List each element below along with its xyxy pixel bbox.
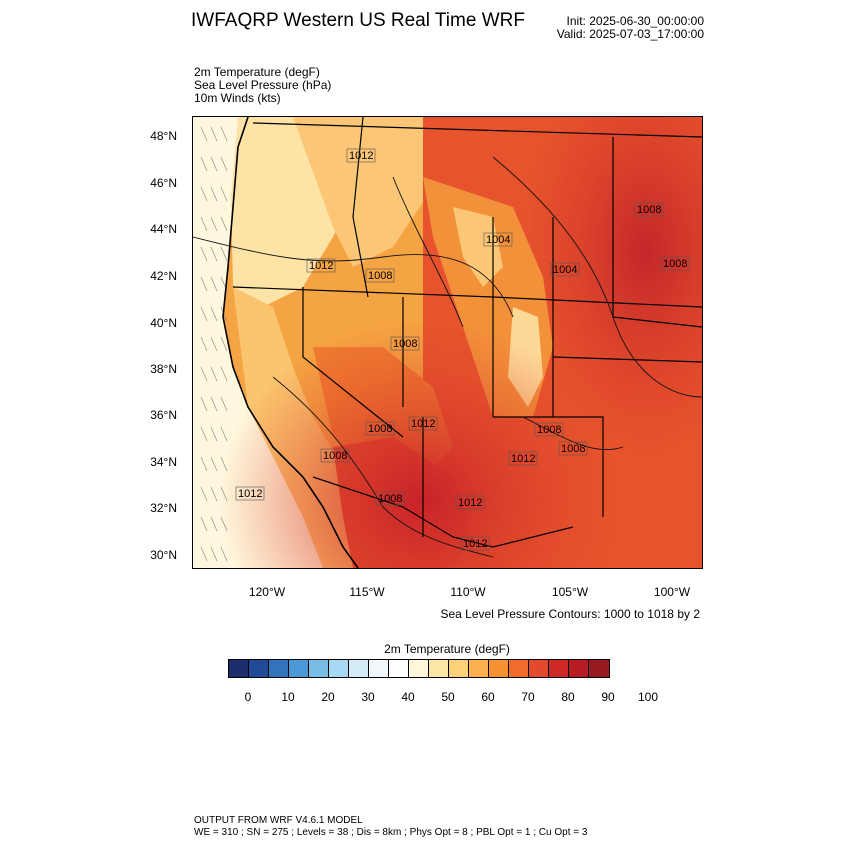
colorbar-box — [289, 660, 309, 677]
pressure-label-box — [390, 336, 420, 351]
pressure-label: 1008 — [537, 424, 561, 436]
colorbar-box — [489, 660, 509, 677]
colorbar-box — [429, 660, 449, 677]
pressure-label: 1008 — [637, 204, 661, 216]
colorbar-tick-label: 80 — [561, 690, 575, 704]
pressure-label-box — [320, 448, 350, 463]
colorbar-box — [369, 660, 389, 677]
field-label-temperature: 2m Temperature (degF) — [194, 65, 320, 79]
pressure-label: 1008 — [561, 443, 585, 455]
contour-note: Sea Level Pressure Contours: 1000 to 101… — [440, 607, 701, 621]
colorbar-tick-label: 30 — [361, 690, 375, 704]
pressure-label: 1012 — [463, 538, 487, 550]
lon-label: 115°W — [349, 585, 385, 599]
pressure-label: 1012 — [238, 488, 262, 500]
pressure-label: 1012 — [511, 453, 535, 465]
colorbar-box — [229, 660, 249, 677]
lon-label: 100°W — [653, 585, 691, 599]
colorbar-tick-label: 40 — [401, 690, 415, 704]
colorbar-box — [589, 660, 609, 677]
colorbar-box — [409, 660, 429, 677]
colorbar-tick-label: 20 — [321, 690, 335, 704]
pressure-label-box — [558, 441, 588, 456]
colorbar-box — [329, 660, 349, 677]
lat-label: 30°N — [150, 548, 177, 562]
colorbar-tick-label: 10 — [281, 690, 295, 704]
pressure-label-box — [455, 495, 485, 510]
lat-label: 36°N — [150, 408, 177, 422]
field-label-pressure: Sea Level Pressure (hPa) — [194, 78, 332, 92]
pressure-label: 1012 — [349, 150, 373, 162]
pressure-label-box — [375, 491, 405, 506]
pressure-label-box — [483, 232, 513, 247]
coastline — [222, 117, 359, 568]
init-time: Init: 2025-06-30_00:00:00 — [566, 14, 704, 28]
pressure-label-box — [550, 262, 580, 277]
colorbar-box — [349, 660, 369, 677]
colorbar-title: 2m Temperature (degF) — [384, 642, 510, 656]
colorbar-tick-label: 50 — [441, 690, 455, 704]
pressure-contours — [193, 156, 702, 558]
lat-label: 40°N — [150, 316, 177, 330]
state-boundaries — [232, 117, 702, 548]
pressure-label: 1008 — [378, 493, 402, 505]
pressure-label: 1012 — [411, 418, 435, 430]
colorbar-box — [509, 660, 529, 677]
colorbar-tick-label: 70 — [521, 690, 535, 704]
pressure-label-box — [346, 148, 376, 163]
lon-label: 105°W — [551, 585, 589, 599]
lat-label: 44°N — [150, 222, 177, 236]
footer-model: OUTPUT FROM WRF V4.6.1 MODEL — [194, 815, 363, 826]
pressure-label-box — [306, 258, 336, 273]
pressure-label: 1008 — [368, 270, 392, 282]
footer-config: WE = 310 ; SN = 275 ; Levels = 38 ; Dis … — [194, 827, 588, 838]
pressure-label: 1012 — [309, 260, 333, 272]
pressure-label-box — [534, 422, 564, 437]
pressure-label-box — [408, 416, 438, 431]
colorbar-tick-label: 100 — [637, 690, 659, 704]
lat-label: 34°N — [150, 455, 177, 469]
pressure-label-box — [365, 268, 395, 283]
colorbar-box — [249, 660, 269, 677]
colorbar-box — [569, 660, 589, 677]
plot-title: IWFAQRP Western US Real Time WRF — [191, 10, 525, 31]
pressure-label: 1008 — [368, 423, 392, 435]
pressure-label-box — [508, 451, 538, 466]
lat-label: 46°N — [150, 176, 177, 190]
map-plot: 1012 1012 1012 1008 1008 1004 1004 1008 1008 1008… — [192, 116, 703, 569]
lat-label: 32°N — [150, 501, 177, 515]
colorbar-box — [469, 660, 489, 677]
pressure-label-box — [634, 202, 664, 217]
pressure-label-box — [365, 421, 395, 436]
pressure-label: 1008 — [393, 338, 417, 350]
pressure-label: 1004 — [553, 264, 577, 276]
valid-time: Valid: 2025-07-03_17:00:00 — [556, 27, 704, 41]
pressure-label-box — [660, 256, 690, 271]
pressure-label: 1008 — [323, 450, 347, 462]
colorbar-tick-label: 0 — [244, 690, 252, 704]
pressure-label-box — [235, 486, 265, 501]
lat-label: 38°N — [150, 362, 177, 376]
pressure-label: 1012 — [458, 497, 482, 509]
field-label-winds: 10m Winds (kts) — [194, 91, 281, 105]
colorbar-box — [309, 660, 329, 677]
colorbar-box — [449, 660, 469, 677]
pressure-label-box — [460, 536, 490, 551]
colorbar — [228, 659, 610, 678]
colorbar-tick-label: 60 — [481, 690, 495, 704]
colorbar-box — [549, 660, 569, 677]
colorbar-box — [269, 660, 289, 677]
lat-label: 42°N — [150, 269, 177, 283]
lat-label: 48°N — [150, 129, 177, 143]
colorbar-tick-label: 90 — [601, 690, 615, 704]
lon-label: 110°W — [450, 585, 486, 599]
pressure-label: 1004 — [486, 234, 510, 246]
pressure-label: 1008 — [663, 258, 687, 270]
colorbar-box — [389, 660, 409, 677]
lon-label: 120°W — [248, 585, 286, 599]
colorbar-box — [529, 660, 549, 677]
